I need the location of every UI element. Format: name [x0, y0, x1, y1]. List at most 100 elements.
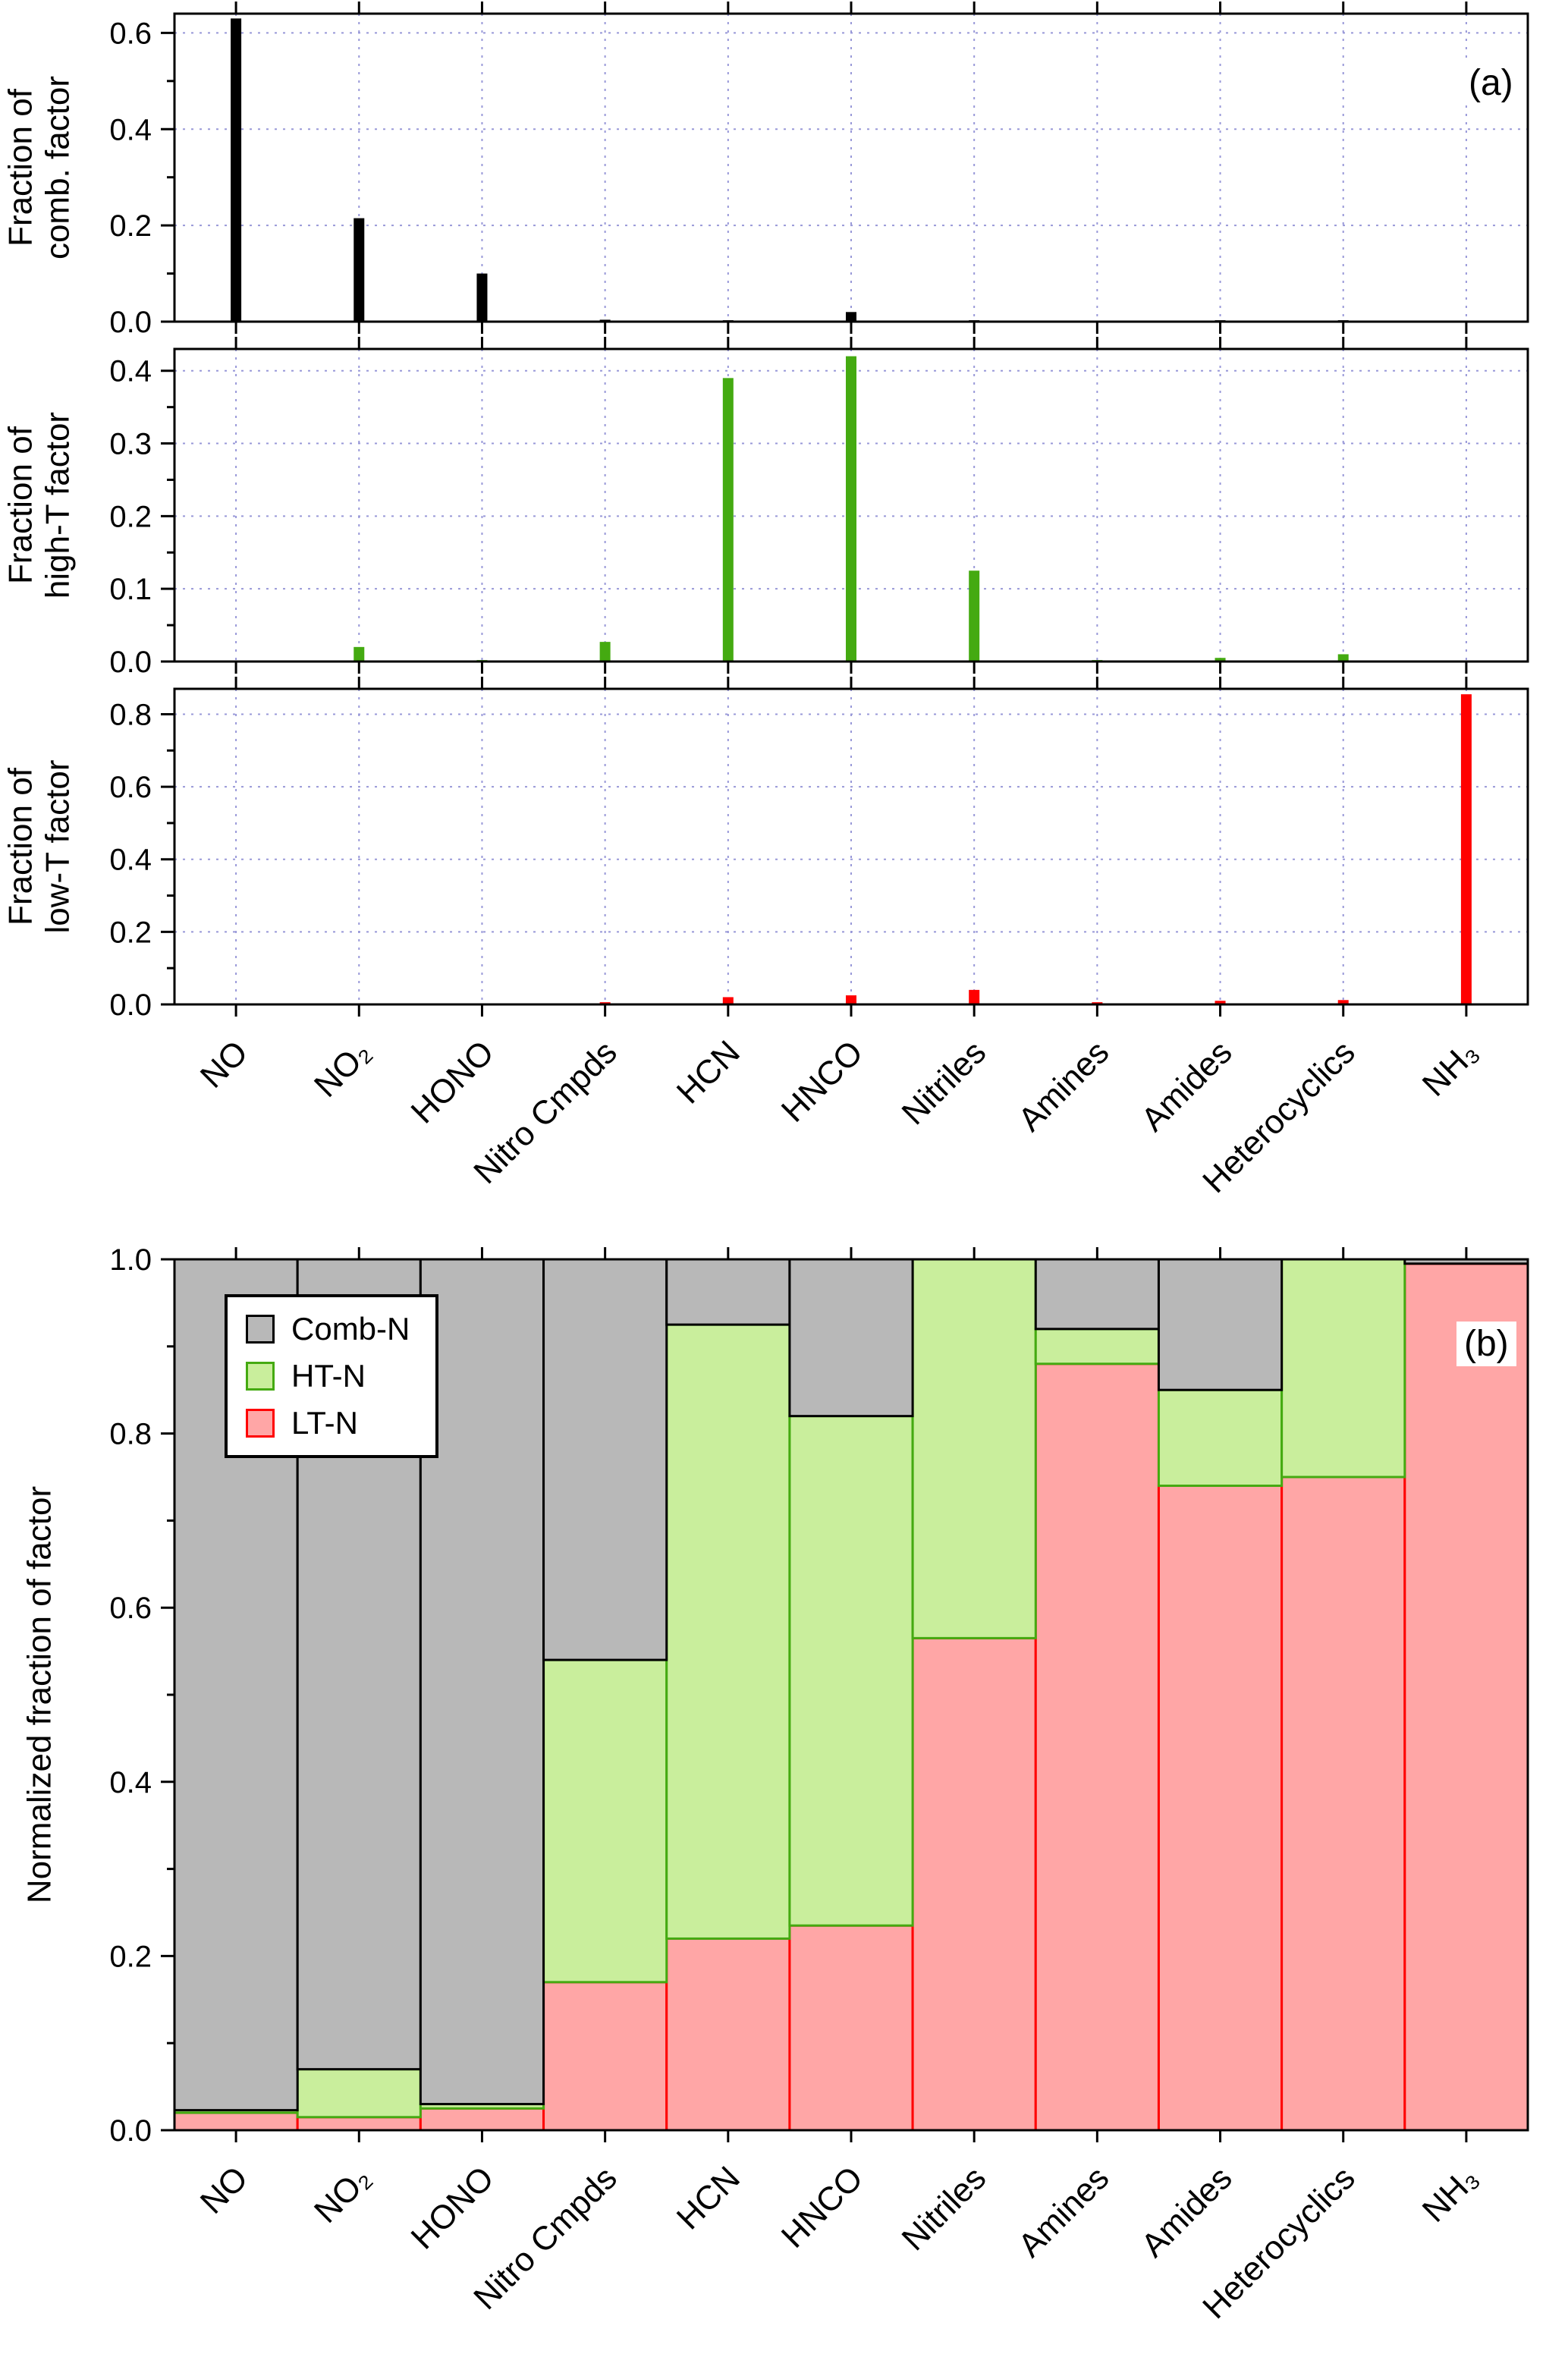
svg-text:HNCO: HNCO	[775, 1033, 870, 1129]
segment-HT-N-5	[788, 1415, 914, 1927]
legend-item-lt: LT-N	[246, 1405, 410, 1441]
bar-lowT_fraction-10	[1460, 694, 1472, 1004]
legend-item-comb: Comb-N	[246, 1311, 410, 1347]
bar-comb_fraction-0	[231, 18, 242, 322]
svg-text:HCN: HCN	[670, 2159, 747, 2236]
bar-lowT_fraction-9	[1337, 1000, 1349, 1004]
svg-text:Nitriles: Nitriles	[895, 2159, 994, 2258]
bar-highT_fraction-4	[722, 378, 734, 662]
segment-Comb-N-7	[1034, 1258, 1160, 1331]
svg-text:NO: NO	[193, 2159, 255, 2220]
svg-text:Nitriles: Nitriles	[895, 1033, 994, 1132]
legend-swatch-lt-icon	[246, 1409, 275, 1438]
segment-Comb-N-8	[1157, 1258, 1284, 1391]
svg-text:0.4: 0.4	[109, 113, 152, 146]
bar-comb_fraction-2	[476, 273, 488, 322]
svg-text:0.4: 0.4	[109, 355, 152, 388]
svg-text:Amines: Amines	[1011, 2159, 1116, 2264]
svg-text:Amines: Amines	[1011, 1033, 1116, 1138]
segment-HT-N-4	[665, 1323, 791, 1940]
axis-ticks	[161, 1247, 1468, 2142]
svg-text:0.0: 0.0	[109, 988, 152, 1022]
svg-text:HCN: HCN	[670, 1033, 747, 1111]
bar-highT_fraction-8	[1214, 658, 1226, 662]
svg-text:0.4: 0.4	[109, 1766, 152, 1799]
svg-text:0.2: 0.2	[109, 209, 152, 243]
y-tick-labels: 0.0 0.2 0.4 0.6 0.8 1.0	[109, 1243, 152, 2148]
segment-LT-N-1	[296, 2116, 422, 2132]
svg-text:0.0: 0.0	[109, 2114, 152, 2148]
svg-text:0.4: 0.4	[109, 844, 152, 877]
svg-text:0.1: 0.1	[109, 573, 152, 606]
segment-LT-N-9	[1280, 1476, 1406, 2132]
segment-Comb-N-3	[542, 1258, 668, 1661]
legend-label-comb: Comb-N	[291, 1311, 410, 1347]
svg-text:Amides: Amides	[1134, 2159, 1239, 2264]
panel-highT_fraction: 0.0 0.1 0.2 0.3 0.4	[109, 337, 1529, 679]
svg-text:0.2: 0.2	[109, 916, 152, 949]
panel-b-tag: (b)	[1456, 1322, 1516, 1366]
svg-text:0.8: 0.8	[109, 1418, 152, 1451]
segment-LT-N-2	[419, 2107, 545, 2132]
segment-LT-N-0	[173, 2111, 299, 2132]
svg-text:NO: NO	[193, 1033, 255, 1095]
axis-ticks	[161, 677, 1468, 1017]
segment-LT-N-5	[788, 1924, 914, 2132]
segment-HT-N-8	[1157, 1388, 1284, 1487]
legend-swatch-ht-icon	[246, 1362, 275, 1391]
ylabel-normalized: Normalized fraction of factor	[20, 1485, 58, 1904]
y-tick-labels: 0.0 0.1 0.2 0.3 0.4	[109, 355, 152, 679]
svg-text:0.6: 0.6	[109, 17, 152, 50]
svg-text:0.2: 0.2	[109, 1940, 152, 1973]
svg-text:NH₃: NH₃	[1416, 2159, 1485, 2229]
segment-HT-N-3	[542, 1658, 668, 1984]
segment-Comb-N-2	[419, 1258, 545, 2106]
segment-HT-N-1	[296, 2068, 422, 2119]
segment-LT-N-10	[1403, 1262, 1529, 2132]
panel-comb_fraction: 0.0 0.2 0.4 0.6	[109, 2, 1529, 339]
svg-text:0.0: 0.0	[109, 646, 152, 679]
svg-text:0.2: 0.2	[109, 500, 152, 533]
ylabel-lowT-fraction: Fraction of low-T factor	[2, 759, 77, 934]
bar-lowT_fraction-6	[969, 989, 980, 1004]
legend-label-ht: HT-N	[291, 1358, 366, 1394]
segment-Comb-N-5	[788, 1258, 914, 1418]
svg-text:1.0: 1.0	[109, 1243, 152, 1277]
svg-text:0.8: 0.8	[109, 698, 152, 731]
segment-LT-N-3	[542, 1981, 668, 2132]
bar-lowT_fraction-4	[722, 997, 734, 1004]
segment-LT-N-8	[1157, 1484, 1284, 2132]
bar-highT_fraction-6	[969, 570, 980, 662]
gridlines	[174, 689, 1528, 1004]
svg-text:0.6: 0.6	[109, 771, 152, 804]
segment-HT-N-7	[1034, 1328, 1160, 1366]
legend-swatch-comb-icon	[246, 1315, 275, 1344]
segment-LT-N-6	[911, 1636, 1037, 2132]
bar-comb_fraction-1	[354, 218, 365, 322]
svg-text:HNCO: HNCO	[775, 2159, 870, 2255]
segment-HT-N-6	[911, 1258, 1037, 1639]
legend: Comb-N HT-N LT-N	[225, 1294, 439, 1458]
ylabel-comb-fraction: Fraction of comb. factor	[2, 75, 77, 260]
svg-text:HONO: HONO	[404, 2159, 501, 2256]
y-tick-labels: 0.0 0.2 0.4 0.6	[109, 17, 152, 339]
bar-highT_fraction-3	[599, 642, 611, 662]
svg-text:NO₂: NO₂	[307, 1033, 378, 1104]
svg-text:0.3: 0.3	[109, 428, 152, 461]
axis-ticks	[161, 337, 1468, 674]
bars	[173, 1258, 1529, 2132]
bar-highT_fraction-5	[846, 356, 856, 662]
axis-ticks	[161, 2, 1468, 334]
bar-highT_fraction-9	[1337, 654, 1349, 662]
segment-HT-N-9	[1280, 1258, 1406, 1479]
bars	[231, 18, 1472, 322]
bar-comb_fraction-5	[846, 312, 856, 322]
segment-LT-N-4	[665, 1937, 791, 2132]
bar-lowT_fraction-5	[846, 995, 856, 1004]
